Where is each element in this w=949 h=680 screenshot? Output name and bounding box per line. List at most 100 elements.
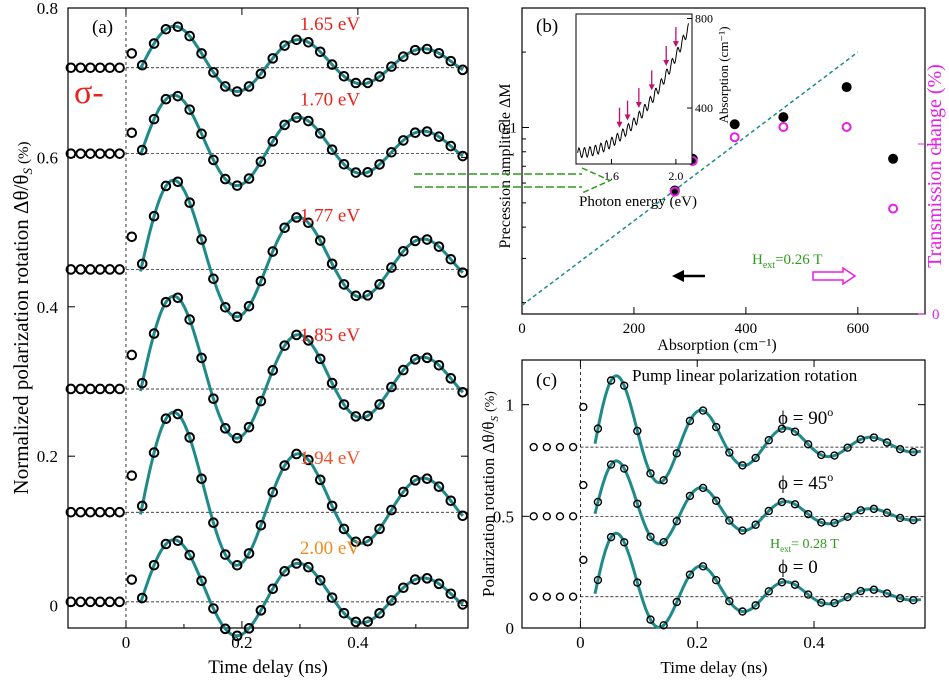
panel-a-data-point xyxy=(65,383,77,395)
panel-c-data-point xyxy=(555,512,565,521)
panel-a-data-point xyxy=(445,55,457,67)
inset-marker-arrowhead-icon xyxy=(648,84,655,91)
panel-a-data-point xyxy=(196,473,207,485)
inset-ytick-label: 400 xyxy=(695,101,713,115)
inset-marker-arrowhead-icon xyxy=(635,102,642,109)
panel-a-data-point xyxy=(433,47,445,59)
panel-a-data-point xyxy=(362,77,374,89)
panel-a-xtick-label: 0.4 xyxy=(347,633,369,652)
panel-a-data-point xyxy=(196,234,207,245)
inset-marker-arrowhead-icon xyxy=(672,41,679,48)
panel-c-data-point xyxy=(790,580,800,589)
panel-c-data-point xyxy=(909,515,918,525)
panel-c-data-point xyxy=(698,406,708,415)
panel-c-series-label-sup: o xyxy=(827,470,833,484)
panel-b-transmission-point xyxy=(888,203,899,214)
panel-a-data-point xyxy=(457,599,468,610)
panel-a-data-point xyxy=(85,596,96,608)
panel-a-data-point xyxy=(208,154,219,166)
panel-a-data-point xyxy=(409,127,421,139)
panel-a-data-point xyxy=(231,432,243,444)
panel-a-ytick-label: 0.2 xyxy=(37,447,58,466)
panel-a-data-point xyxy=(433,359,445,371)
panel-a-ylabel-unit: (%) xyxy=(16,142,32,165)
panel-a-data-point xyxy=(114,506,125,518)
panel-a-data-point xyxy=(338,523,350,535)
panel-a-data-point xyxy=(104,506,116,518)
panel-a-data-point xyxy=(421,43,433,55)
panel-a-data-point xyxy=(326,59,338,70)
panel-a-series-label: 1.85 eV xyxy=(300,325,360,346)
panel-c-data-point xyxy=(790,427,800,436)
panel-a-data-point xyxy=(75,506,86,518)
panel-a-data-point xyxy=(255,68,267,80)
panel-a-data-point xyxy=(350,290,362,302)
panel-c-data-point xyxy=(568,442,578,452)
panel-a-data-point xyxy=(398,582,409,594)
panel-a-data-point xyxy=(114,383,125,395)
panel-a-data-point xyxy=(136,592,148,604)
panel-a-data-point xyxy=(279,566,290,577)
panel-c-series: ϕ = 90o xyxy=(529,374,925,485)
panel-c-data-point xyxy=(817,518,826,527)
panel-c-data-point xyxy=(882,508,892,517)
panel-a-series-label: 1.94 eV xyxy=(300,448,360,469)
panel-c-data-point xyxy=(764,436,773,445)
panel-a-data-point xyxy=(231,180,243,191)
panel-a-data-point xyxy=(208,393,219,405)
panel-a-data-point xyxy=(374,607,385,619)
panel-a-data-point xyxy=(386,146,397,158)
panel-a-data-point xyxy=(243,421,255,433)
panel-b-ytick-left-label: 0.1 xyxy=(498,120,517,136)
panel-c-xtick-label: 0.4 xyxy=(803,633,825,652)
panel-c-data-point xyxy=(620,381,629,390)
panel-a-data-point xyxy=(219,301,231,313)
panel-a-ytick-label: 0.4 xyxy=(37,298,59,317)
panel-a-xlabel: Time delay (ns) xyxy=(208,657,328,678)
panel-a-data-point xyxy=(243,81,255,92)
panel-c-annotation: Hext= 0.28 T xyxy=(770,537,839,554)
panel-a-data-point xyxy=(314,574,326,586)
panel-c-data-point xyxy=(817,598,826,607)
panel-c-ylabel-main: Polarization rotation Δθ/θ xyxy=(479,422,498,597)
panel-a-data-point xyxy=(243,548,255,559)
panel-a-data-point xyxy=(219,173,231,185)
panel-c-data-point xyxy=(685,491,695,501)
panel-c-xtick-label: 0 xyxy=(576,633,585,652)
panel-c-xlabel: Time delay (ns) xyxy=(660,658,767,677)
panel-a-data-point xyxy=(243,300,255,312)
panel-a-data-point xyxy=(326,258,338,270)
panel-a-data-point xyxy=(172,90,184,102)
panel-b-transmission-point xyxy=(729,132,740,143)
panel-a-data-point xyxy=(386,61,397,72)
panel-c-series-label: ϕ = 0 xyxy=(778,557,818,578)
svg-text:Transmission change (%): Transmission change (%) xyxy=(924,64,946,268)
panel-a-data-point xyxy=(94,264,106,275)
panel-a-data-point xyxy=(184,314,195,325)
panel-c-data-point xyxy=(751,601,760,610)
panel-c-ytick-label: 1 xyxy=(506,396,515,415)
panel-a-data-point xyxy=(148,559,160,571)
panel-b-frame xyxy=(521,7,926,315)
panel-a: (a) σ- Normalized polarization rotation … xyxy=(9,0,469,678)
panel-a-data-point xyxy=(409,574,421,585)
panel-a-data-point xyxy=(386,262,397,273)
panel-a-data-point xyxy=(172,21,184,33)
panel-c-data-point xyxy=(685,570,695,579)
panel-a-data-point xyxy=(291,112,302,123)
panel-a-data-point xyxy=(433,131,445,143)
panel-a-data-point xyxy=(172,535,184,547)
panel-a-axes: 0 0.2 0.4 0 0.2 0.4 0.6 0.8 xyxy=(37,0,468,652)
panel-a-data-point xyxy=(421,234,433,245)
panel-a-data-point xyxy=(350,167,362,178)
panel-c-fit-curve xyxy=(593,374,922,485)
panel-c-series-label-sup: o xyxy=(827,405,833,419)
panel-c-data-point xyxy=(672,597,681,607)
panel-c-data-point xyxy=(764,587,773,596)
panel-c-fit-curve xyxy=(593,459,922,546)
panel-c-data-point xyxy=(764,506,773,516)
panel-a-series: 2.00 eV xyxy=(65,535,468,642)
panel-a-ytick-label: 0 xyxy=(50,597,59,616)
panel-c-data-point xyxy=(659,621,668,630)
